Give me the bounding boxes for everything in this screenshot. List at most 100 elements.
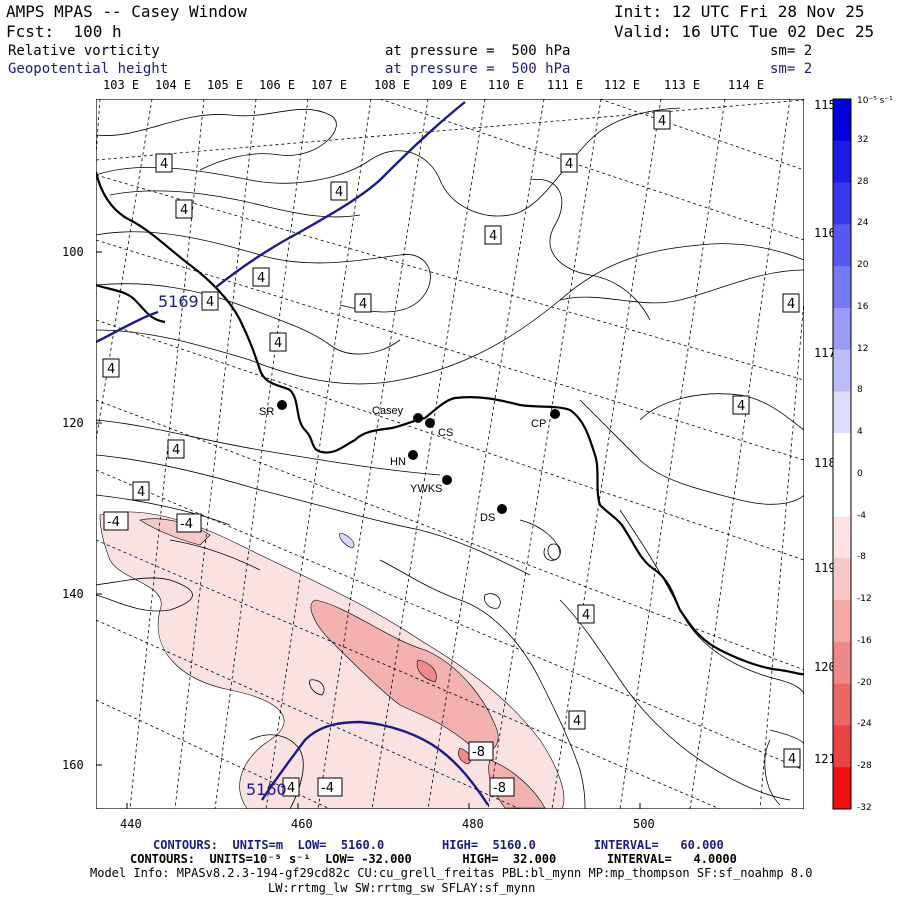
- top-lon-label: 114 E: [728, 78, 765, 92]
- contour-label-box: 4: [269, 332, 287, 352]
- station-dot-ds: [497, 504, 507, 514]
- station-label: CP: [531, 418, 546, 430]
- contour-label-box: 4: [155, 153, 173, 173]
- valid-time: Valid: 16 UTC Tue 02 Dec 25: [614, 22, 875, 41]
- contour-label-box: 4: [252, 267, 270, 287]
- field2-smoothing: sm= 2: [770, 61, 813, 77]
- colorbar-label: -4: [857, 510, 866, 521]
- contour-label-box: -4: [176, 513, 202, 533]
- colorbar-label: 20: [857, 260, 869, 271]
- station-label: SR: [259, 406, 274, 418]
- x-axis-label: 460: [291, 817, 313, 831]
- colorbar-label: 12: [857, 343, 869, 354]
- y-axis-label: 160: [62, 758, 84, 772]
- svg-text:4: 4: [180, 203, 188, 218]
- colorbar-label: -32: [857, 803, 872, 813]
- colorbar-swatch: [833, 725, 851, 768]
- contour-label-box: 4: [560, 153, 578, 173]
- svg-text:4: 4: [335, 185, 343, 200]
- top-lon-label: 104 E: [155, 78, 192, 92]
- height-label: 5160: [246, 780, 287, 799]
- footer-model-info: Model Info: MPASv8.2.3-194-gf29cd82c CU:…: [90, 866, 813, 880]
- colorbar-label: 8: [857, 385, 863, 396]
- colorbar-swatch: [833, 266, 851, 309]
- field2-name: Geopotential height: [8, 61, 169, 77]
- x-axis-label: 500: [633, 817, 655, 831]
- contour-label-box: 4: [782, 293, 800, 313]
- contour-label-box: 4: [175, 199, 193, 219]
- top-lon-label: 103 E: [103, 78, 140, 92]
- contour-label-group: 4 4 4 4 4 4 4 4 4 4 4 4 4 4 4 4 4 4 4 -4…: [102, 110, 801, 797]
- station-dot-ywks: [442, 475, 452, 485]
- init-time: Init: 12 UTC Fri 28 Nov 25: [614, 2, 865, 21]
- colorbar-swatch: [833, 307, 851, 351]
- top-lon-label: 109 E: [431, 78, 468, 92]
- colorbar-swatch: [833, 600, 851, 643]
- svg-text:4: 4: [582, 608, 590, 623]
- plot-title: AMPS MPAS -- Casey Window: [6, 2, 247, 21]
- field1-name: Relative vorticity: [8, 43, 160, 59]
- height-contour-5169: [96, 101, 466, 344]
- colorbar-units: 10⁻⁵ s⁻¹: [857, 96, 893, 106]
- station-dot-cs: [425, 418, 435, 428]
- colorbar-swatch: [833, 182, 851, 225]
- colorbar-swatch: [833, 641, 851, 685]
- top-lon-label: 113 E: [664, 78, 701, 92]
- svg-text:-4: -4: [107, 515, 120, 530]
- station-label: DS: [480, 512, 495, 524]
- svg-text:4: 4: [573, 714, 581, 729]
- svg-text:4: 4: [137, 485, 145, 500]
- station-dot-sr: [277, 400, 287, 410]
- footer-vorticity-contours: CONTOURS: UNITS=10⁻⁵ s⁻¹ LOW= -32.000 HI…: [130, 852, 737, 866]
- svg-text:4: 4: [565, 157, 573, 172]
- station-dot-hn: [408, 450, 418, 460]
- svg-text:4: 4: [658, 114, 666, 129]
- y-axis-label: 120: [62, 416, 84, 430]
- contour-label-box: 4: [102, 358, 120, 378]
- station-markers: [277, 400, 560, 514]
- station-label: CS: [438, 427, 453, 439]
- contour-label-box: 4: [354, 293, 372, 313]
- coastline: [96, 171, 804, 676]
- svg-text:-4: -4: [180, 517, 193, 532]
- graticule: [96, 99, 804, 809]
- forecast-hour: Fcst: 100 h: [6, 22, 122, 41]
- svg-text:4: 4: [172, 443, 180, 458]
- colorbar-swatch: [833, 99, 851, 142]
- height-contour-5160: [260, 720, 490, 806]
- contour-label-box: 4: [732, 395, 750, 415]
- contour-label-box: 4: [330, 181, 348, 201]
- svg-text:4: 4: [206, 295, 214, 310]
- svg-text:-8: -8: [493, 781, 506, 796]
- svg-text:4: 4: [359, 297, 367, 312]
- svg-text:4: 4: [160, 157, 168, 172]
- y-axis-label: 100: [62, 245, 84, 259]
- colorbar-swatch: [833, 224, 851, 267]
- colorbar-label: 24: [857, 218, 869, 229]
- station-label: YWKS: [410, 483, 442, 495]
- footer-model-info-2: LW:rrtmg_lw SW:rrtmg_sw SFLAY:sf_mynn: [268, 881, 536, 895]
- contour-label-box: 4: [568, 710, 586, 730]
- colorbar-swatch: [833, 558, 851, 601]
- top-lon-label: 108 E: [374, 78, 411, 92]
- contour-label-box: 4: [484, 225, 502, 245]
- svg-text:4: 4: [787, 297, 795, 312]
- contour-label-box: -8: [468, 741, 494, 761]
- contour-label-box: 4: [201, 291, 219, 311]
- station-label: HN: [390, 456, 406, 468]
- colorbar-label: -20: [857, 677, 872, 688]
- colorbar-label: -16: [857, 635, 872, 646]
- top-lon-label: 111 E: [547, 78, 584, 92]
- colorbar-label: -8: [857, 552, 866, 563]
- top-lon-label: 106 E: [259, 78, 296, 92]
- colorbar-label: 16: [857, 301, 869, 312]
- svg-text:4: 4: [274, 336, 282, 351]
- colorbar-label: 4: [857, 427, 863, 438]
- contour-label-box: -4: [103, 511, 129, 531]
- top-lon-label: 110 E: [488, 78, 525, 92]
- y-axis-label: 140: [62, 587, 84, 601]
- contour-label-box: 4: [577, 604, 595, 624]
- contour-label-box: -8: [489, 777, 515, 797]
- colorbar-swatch: [833, 767, 851, 810]
